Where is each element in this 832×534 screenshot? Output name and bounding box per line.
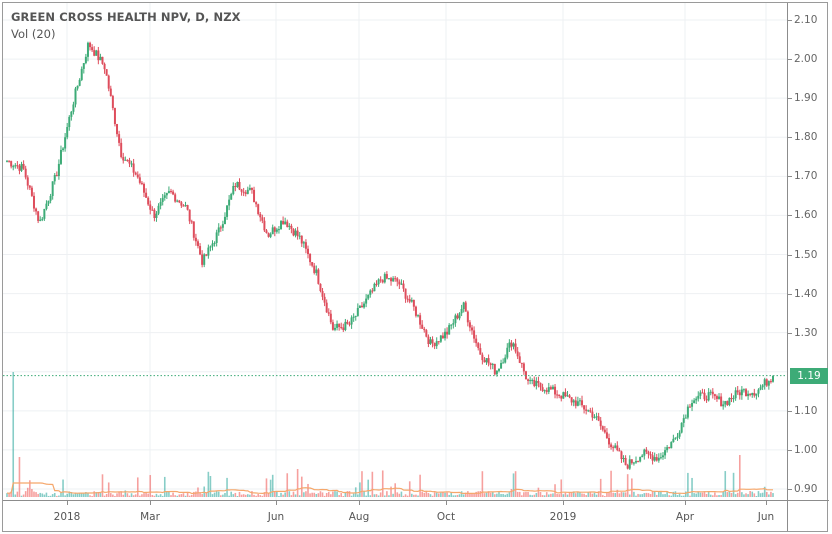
price-tick-label: 1.50 xyxy=(794,248,818,261)
time-tick-mark xyxy=(359,501,360,505)
time-tick-mark xyxy=(766,501,767,505)
price-tick-mark xyxy=(788,449,792,451)
price-tick-label: 1.30 xyxy=(794,326,818,339)
time-tick-mark xyxy=(685,501,686,505)
price-tick-mark xyxy=(788,137,792,139)
price-tick-mark xyxy=(788,176,792,178)
price-tick-label: 1.10 xyxy=(794,404,818,417)
time-tick-label: Oct xyxy=(436,511,456,523)
axis-corner xyxy=(787,500,829,531)
time-tick-mark xyxy=(150,501,151,505)
chart-title: GREEN CROSS HEALTH NPV, D, NZX xyxy=(11,10,241,24)
time-tick-label: Apr xyxy=(675,511,695,523)
price-tick-label: 2.00 xyxy=(794,53,818,66)
candles xyxy=(6,41,774,470)
time-axis[interactable]: 2018 Mar Jun Aug Oct 2019 Apr Jun xyxy=(3,500,787,531)
price-tick-label: 1.90 xyxy=(794,92,818,105)
price-tick-mark xyxy=(788,254,792,256)
price-axis[interactable]: 2.10 2.00 1.90 1.80 1.70 1.60 1.50 1.40 1.30 1.10… xyxy=(787,3,829,500)
time-tick-label: Jun xyxy=(267,511,285,523)
time-tick-mark xyxy=(563,501,564,505)
time-tick-mark xyxy=(446,501,447,505)
time-tick-label: Mar xyxy=(140,511,160,523)
price-tick-mark xyxy=(788,293,792,295)
price-tick-mark xyxy=(788,98,792,100)
price-tick-label: 1.40 xyxy=(794,287,818,300)
candlestick-chart xyxy=(3,3,787,500)
volume-ma-line xyxy=(6,482,773,495)
price-tick-mark xyxy=(788,20,792,21)
price-tick-mark xyxy=(788,489,792,490)
time-tick-mark xyxy=(67,501,68,505)
time-tick-label: 2018 xyxy=(53,511,81,523)
price-tick-label: 1.80 xyxy=(794,131,818,144)
price-plot[interactable]: GREEN CROSS HEALTH NPV, D, NZX Vol (20) xyxy=(3,3,787,500)
time-tick-label: Jun xyxy=(757,511,775,523)
last-price-badge: 1.19 xyxy=(790,367,828,384)
time-tick-mark xyxy=(276,501,277,505)
price-tick-mark xyxy=(788,410,792,412)
price-tick-label: 1.60 xyxy=(794,209,818,222)
price-tick-label: 2.10 xyxy=(794,14,818,26)
price-tick-mark xyxy=(788,332,792,334)
price-tick-mark xyxy=(788,215,792,217)
volume-bars xyxy=(6,372,774,497)
price-tick-label: 0.90 xyxy=(794,483,818,495)
price-tick-label: 1.00 xyxy=(794,443,818,456)
time-tick-label: 2019 xyxy=(549,511,577,523)
volume-indicator-label[interactable]: Vol (20) xyxy=(11,27,56,41)
price-tick-label: 1.70 xyxy=(794,170,818,183)
time-tick-label: Aug xyxy=(348,511,370,523)
price-tick-mark xyxy=(788,59,792,61)
